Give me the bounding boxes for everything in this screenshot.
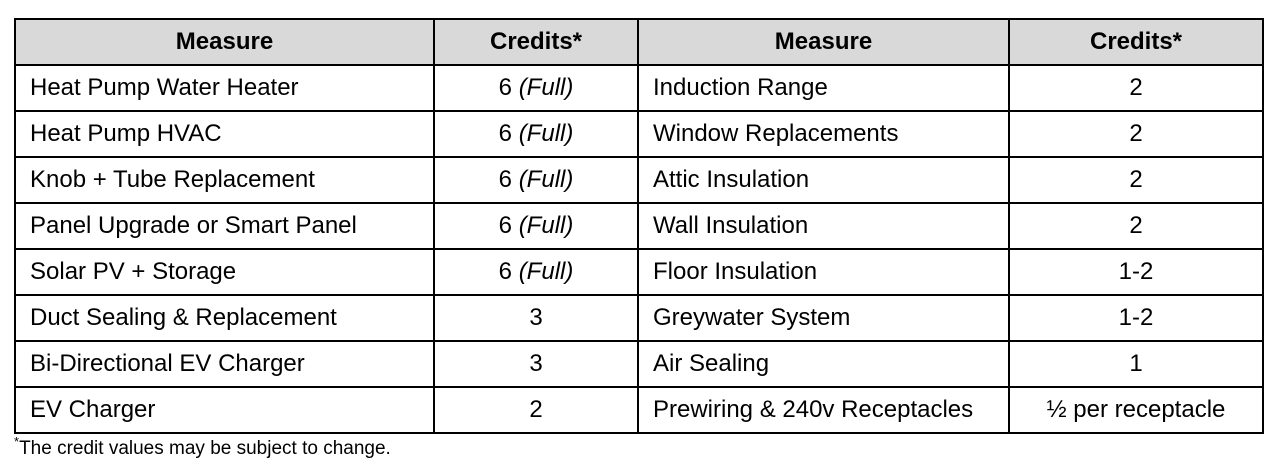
table-row: Heat Pump Water Heater 6 (Full) Induction …: [14, 64, 1264, 112]
footnote-text: The credit values may be subject to chan…: [19, 438, 391, 459]
credit-note: (Full): [518, 212, 574, 239]
header-cell: Credits*: [433, 18, 639, 66]
credit-note: (Full): [518, 166, 574, 193]
credit-cell: 1: [1008, 340, 1264, 388]
credit-cell: 2: [1008, 202, 1264, 250]
credit-value: 6: [498, 120, 513, 147]
credit-cell: 2: [433, 386, 639, 434]
measure-cell: Window Replacements: [637, 110, 1010, 158]
credit-note: (Full): [518, 258, 574, 285]
measure-cell: Wall Insulation: [637, 202, 1010, 250]
credit-note: (Full): [518, 120, 574, 147]
header-cell: Measure: [14, 18, 435, 66]
header-cell: Measure: [637, 18, 1010, 66]
table-row: Knob + Tube Replacement 6 (Full) Attic Ins…: [14, 156, 1264, 204]
measure-cell: Heat Pump HVAC: [14, 110, 435, 158]
credit-value: 6: [498, 74, 513, 101]
credit-cell: 2: [1008, 156, 1264, 204]
footnote: *The credit values may be subject to cha…: [14, 434, 391, 460]
measure-cell: Attic Insulation: [637, 156, 1010, 204]
measure-cell: Bi-Directional EV Charger: [14, 340, 435, 388]
measure-cell: Air Sealing: [637, 340, 1010, 388]
credit-cell: ½ per receptacle: [1008, 386, 1264, 434]
credit-cell: 3: [433, 294, 639, 342]
table-row: Heat Pump HVAC 6 (Full) Window Replacement…: [14, 110, 1264, 158]
table-row: Duct Sealing & Replacement 3 Greywater Sys…: [14, 294, 1264, 342]
credit-cell: 6 (Full): [433, 110, 639, 158]
credit-value: 6: [498, 166, 513, 193]
credit-cell: 6 (Full): [433, 248, 639, 296]
credit-cell: 3: [433, 340, 639, 388]
credit-cell: 6 (Full): [433, 156, 639, 204]
measure-cell: Floor Insulation: [637, 248, 1010, 296]
credit-cell: 2: [1008, 110, 1264, 158]
table-row: EV Charger 2 Prewiring & 240v Receptacles ½…: [14, 386, 1264, 434]
credit-cell: 1-2: [1008, 248, 1264, 296]
measure-cell: Greywater System: [637, 294, 1010, 342]
measure-cell: Knob + Tube Replacement: [14, 156, 435, 204]
measure-cell: Panel Upgrade or Smart Panel: [14, 202, 435, 250]
credit-note: (Full): [518, 74, 574, 101]
credits-table: Measure Credits* Measure Credits* Heat Pump…: [14, 18, 1264, 434]
credit-value: 6: [498, 258, 513, 285]
measure-cell: Heat Pump Water Heater: [14, 64, 435, 112]
measure-cell: Induction Range: [637, 64, 1010, 112]
measure-cell: Solar PV + Storage: [14, 248, 435, 296]
measure-cell: EV Charger: [14, 386, 435, 434]
header-cell: Credits*: [1008, 18, 1264, 66]
header-row: Measure Credits* Measure Credits*: [14, 18, 1264, 66]
credit-cell: 2: [1008, 64, 1264, 112]
footnote-marker: *: [14, 434, 20, 449]
table-row: Bi-Directional EV Charger 3 Air Sealing 1: [14, 340, 1264, 388]
credit-cell: 6 (Full): [433, 64, 639, 112]
measure-cell: Duct Sealing & Replacement: [14, 294, 435, 342]
credit-cell: 1-2: [1008, 294, 1264, 342]
credit-cell: 6 (Full): [433, 202, 639, 250]
measure-cell: Prewiring & 240v Receptacles: [637, 386, 1010, 434]
table-row: Panel Upgrade or Smart Panel 6 (Full) Wall…: [14, 202, 1264, 250]
credit-value: 6: [498, 212, 513, 239]
table-row: Solar PV + Storage 6 (Full) Floor Insulati…: [14, 248, 1264, 296]
